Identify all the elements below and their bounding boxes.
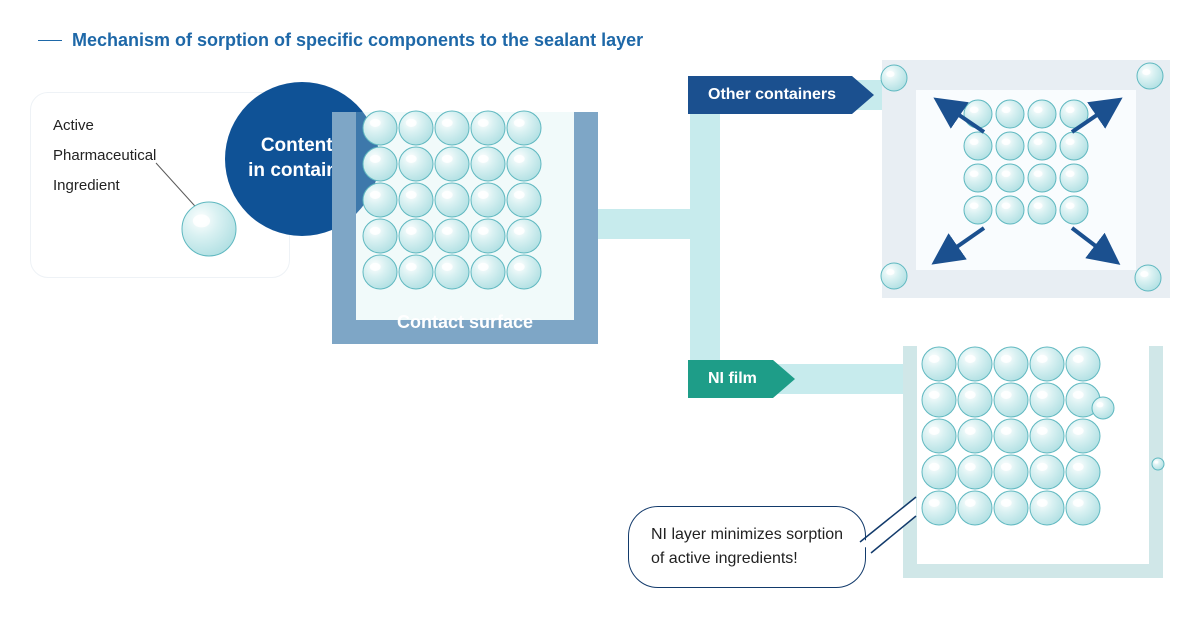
other-containers-banner-label: Other containers — [688, 76, 852, 114]
title-tick — [38, 40, 62, 41]
ni-film-banner: NI film — [688, 360, 795, 398]
banner-arrow-icon — [773, 360, 795, 398]
other-containers-banner: Other containers — [688, 76, 874, 114]
contents-circle-label: Contents in container — [248, 134, 356, 183]
ni-callout-text: NI layer minimizes sorption of active in… — [651, 526, 843, 567]
contact-surface-label: Contact surface — [330, 312, 600, 333]
banner-arrow-icon — [852, 76, 874, 114]
ni-callout-bubble: NI layer minimizes sorption of active in… — [628, 506, 866, 588]
bubble-tail-icon — [856, 494, 936, 554]
ni-film-panel — [903, 346, 1164, 578]
ni-film-banner-label: NI film — [688, 360, 773, 398]
other-containers-panel — [881, 60, 1170, 298]
contents-circle: Contents in container — [225, 82, 379, 236]
diagram-title: Mechanism of sorption of specific compon… — [72, 30, 643, 51]
api-label: Active Pharmaceutical Ingredient — [53, 111, 156, 201]
diagram-title-row: Mechanism of sorption of specific compon… — [38, 30, 643, 51]
